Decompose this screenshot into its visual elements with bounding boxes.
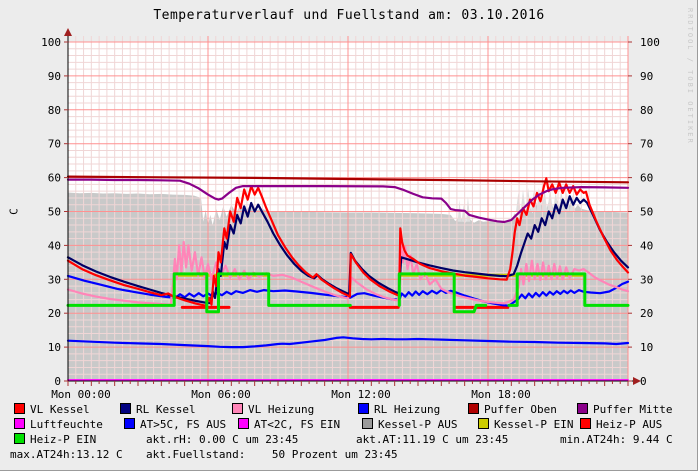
y-tick-label-left: 70 — [48, 138, 61, 151]
y-tick-label-right: 10 — [640, 341, 653, 354]
legend-item-rl-kessel: RL Kessel — [120, 403, 196, 416]
legend-swatch-vl-heizung — [232, 403, 243, 414]
series-heiz-p-ein — [507, 272, 630, 307]
stat-max-at24h: max.AT24h:13.12 C — [10, 448, 123, 461]
y-tick-label-left: 10 — [48, 341, 61, 354]
legend-label: VL Heizung — [248, 403, 315, 416]
x-tick-label: Mon 06:00 — [191, 388, 251, 401]
x-axis-arrow — [633, 377, 641, 385]
legend-swatch-heiz-p-aus — [580, 418, 591, 429]
legend-swatch-heiz-p-ein — [14, 433, 25, 444]
legend-label: VL Kessel — [30, 403, 90, 416]
legend-item-vl-kessel: VL Kessel — [14, 403, 90, 416]
legend-item-luftfeuchte: Luftfeuchte — [14, 418, 103, 431]
legend-swatch-kessel-p-aus — [362, 418, 373, 429]
y-tick-label-left: 30 — [48, 273, 61, 286]
series-puffer-oben — [66, 175, 630, 184]
legend-swatch-at-gt5 — [124, 418, 135, 429]
legend-item-at-lt2: AT<2C, FS EIN — [238, 418, 340, 431]
y-tick-label-left: 80 — [48, 104, 61, 117]
legend-item-vl-heizung: VL Heizung — [232, 403, 314, 416]
stat-akt-at: akt.AT:11.19 C um 23:45 — [356, 433, 509, 446]
series-heiz-p-ein — [66, 272, 352, 314]
y-tick-label-right: 30 — [640, 273, 653, 286]
legend-swatch-luftfeuchte — [14, 418, 25, 429]
legend-swatch-rl-kessel — [120, 403, 131, 414]
y-tick-label-right: 60 — [640, 172, 653, 185]
legend-swatch-puffer-oben — [468, 403, 479, 414]
legend-label: Kessel-P AUS — [378, 418, 458, 431]
stat-akt-rh: akt.rH: 0.00 C um 23:45 — [146, 433, 299, 446]
series-at-gt5 — [66, 336, 630, 349]
y-tick-label-left: 40 — [48, 239, 61, 252]
y-tick-label-right: 0 — [640, 375, 647, 388]
legend-item-at-gt5: AT>5C, FS AUS — [124, 418, 226, 431]
y-tick-label-left: 100 — [41, 36, 61, 49]
y-tick-label-right: 20 — [640, 307, 653, 320]
stat-akt-fuellstand: akt.Fuellstand: 50 Prozent um 23:45 — [146, 448, 398, 461]
legend-item-rl-heizung: RL Heizung — [358, 403, 440, 416]
legend-label: Heiz-P AUS — [596, 418, 663, 431]
legend-label: Kessel-P EIN — [494, 418, 574, 431]
y-tick-label-left: 90 — [48, 70, 61, 83]
legend-label: RL Heizung — [374, 403, 441, 416]
legend-item-puffer-oben: Puffer Oben — [468, 403, 557, 416]
chart-title: Temperaturverlauf und Fuellstand am: 03.… — [153, 8, 545, 23]
legend-label: RL Kessel — [136, 403, 196, 416]
legend-label: AT>5C, FS AUS — [140, 418, 227, 431]
legend-label: AT<2C, FS EIN — [254, 418, 341, 431]
y-tick-label-right: 40 — [640, 239, 653, 252]
legend-label: Heiz-P EIN — [30, 433, 97, 446]
y-tick-label-left: 50 — [48, 206, 61, 219]
x-tick-label: Mon 00:00 — [51, 388, 111, 401]
legend-swatch-vl-kessel — [14, 403, 25, 414]
y-tick-label-left: 60 — [48, 172, 61, 185]
y-axis-arrow — [64, 28, 72, 36]
legend-swatch-kessel-p-ein — [478, 418, 489, 429]
series-puffer-mitte — [66, 178, 630, 224]
legend-label: Luftfeuchte — [30, 418, 103, 431]
y-tick-label-left: 0 — [54, 375, 61, 388]
legend-item-heiz-p-aus: Heiz-P AUS — [580, 418, 662, 431]
legend-label: Puffer Oben — [484, 403, 557, 416]
y-tick-label-right: 80 — [640, 104, 653, 117]
y-tick-label-right: 50 — [640, 206, 653, 219]
legend-swatch-at-lt2 — [238, 418, 249, 429]
legend-item-kessel-p-ein: Kessel-P EIN — [478, 418, 573, 431]
rrdtool-watermark: RRDTOOL / TOBI OETIKER — [686, 8, 694, 145]
x-tick-label: Mon 12:00 — [331, 388, 391, 401]
legend-item-kessel-p-aus: Kessel-P AUS — [362, 418, 457, 431]
legend-item-puffer-mitte: Puffer Mitte — [577, 403, 672, 416]
legend-swatch-rl-heizung — [358, 403, 369, 414]
legend-item-heiz-p-ein: Heiz-P EIN — [14, 433, 96, 446]
x-tick-label: Mon 18:00 — [471, 388, 531, 401]
y-tick-label-left: 20 — [48, 307, 61, 320]
series-kessel-p-aus-spikes — [457, 196, 471, 222]
legend: VL Kessel RL Kessel VL Heizung RL Heizun… — [0, 403, 698, 467]
series-heiz-p-ein — [397, 272, 488, 314]
y-tick-label-right: 70 — [640, 138, 653, 151]
stat-min-at24h: min.AT24h: 9.44 C — [560, 433, 673, 446]
legend-label: Puffer Mitte — [593, 403, 673, 416]
legend-swatch-puffer-mitte — [577, 403, 588, 414]
y-tick-label-right: 100 — [640, 36, 660, 49]
y-tick-label-right: 90 — [640, 70, 653, 83]
